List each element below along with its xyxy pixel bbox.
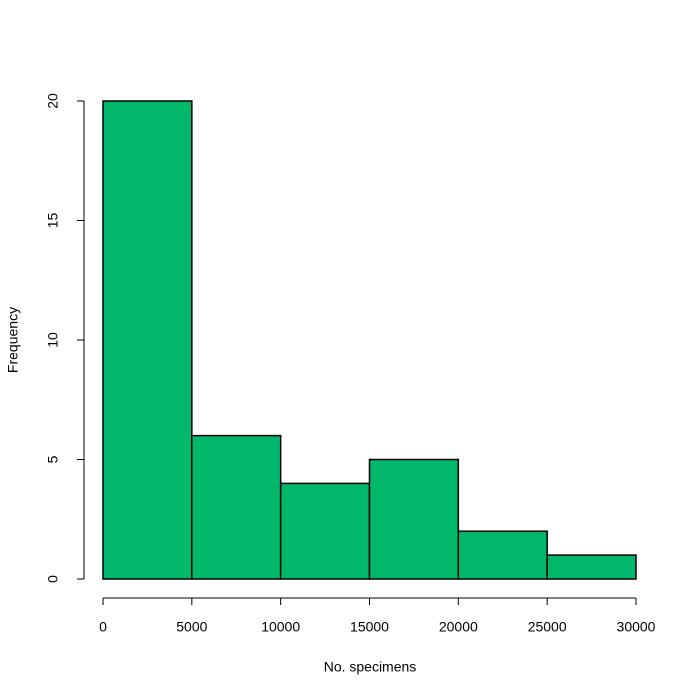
bar (102, 100, 193, 580)
x-tick-label: 25000 (528, 619, 567, 635)
y-tick-label: 15 (45, 213, 61, 229)
x-axis-title: No. specimens (324, 659, 417, 675)
x-tick-label: 15000 (350, 619, 389, 635)
x-tick-label: 10000 (261, 619, 300, 635)
bar (368, 458, 460, 580)
bar (191, 434, 282, 580)
y-tick-label: 5 (45, 455, 61, 463)
bar (546, 554, 637, 580)
x-tick-label: 30000 (617, 619, 656, 635)
y-tick-label: 0 (45, 575, 61, 583)
y-tick-label: 10 (45, 332, 61, 348)
x-tick-label: 5000 (176, 619, 207, 635)
bar (457, 530, 548, 580)
bar (279, 482, 371, 580)
y-axis-title: Frequency (5, 307, 21, 373)
y-tick-label: 20 (45, 93, 61, 109)
x-tick-label: 20000 (439, 619, 478, 635)
x-tick-label: 0 (99, 619, 107, 635)
